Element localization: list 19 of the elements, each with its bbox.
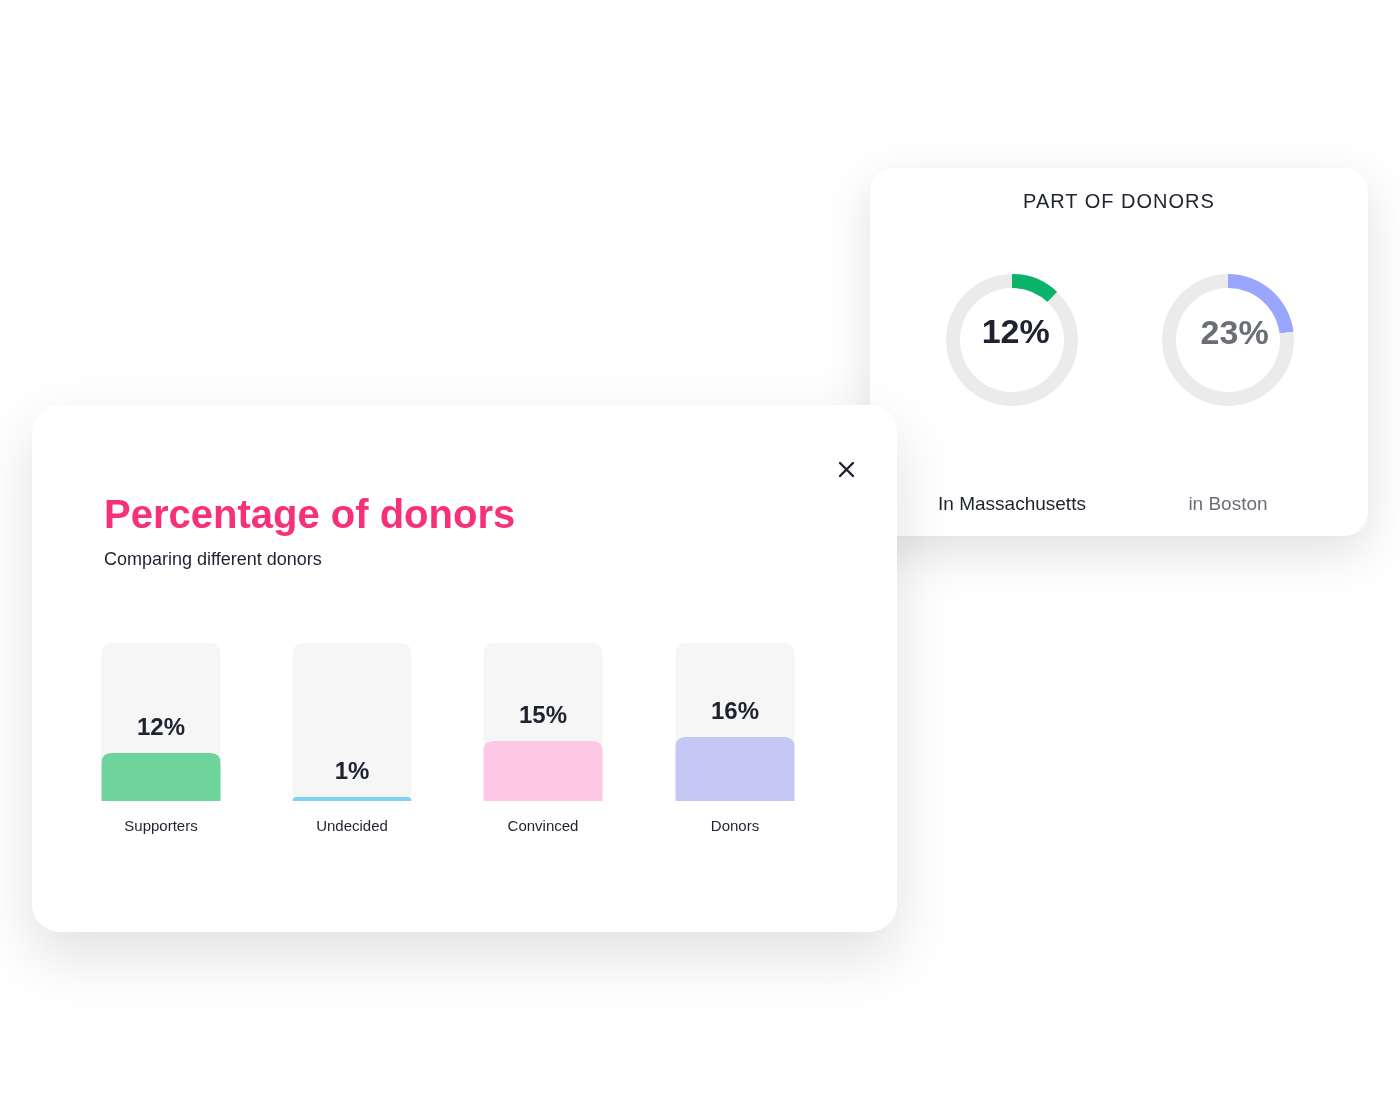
data-label: 15% bbox=[518, 701, 568, 728]
bar bbox=[292, 797, 412, 801]
text: PART OF DONORS bbox=[1023, 190, 1215, 212]
donut-slice bbox=[946, 274, 1078, 406]
data-label: 12% bbox=[981, 311, 1050, 350]
data-label: 1% bbox=[334, 757, 370, 784]
text: In Massachusetts bbox=[938, 493, 1086, 514]
data-label: 12% bbox=[136, 713, 186, 740]
x-tick-label: Supporters bbox=[124, 817, 198, 834]
text: in Boston bbox=[1188, 493, 1268, 514]
x-tick-label: Convinced bbox=[507, 817, 579, 834]
chart-title: Percentage of donors bbox=[104, 492, 516, 536]
x-tick-label: Donors bbox=[710, 817, 760, 834]
data-label: 23% bbox=[1200, 313, 1269, 352]
donut-slice bbox=[1012, 274, 1058, 303]
donut-slice bbox=[1162, 274, 1294, 406]
data-label: 16% bbox=[710, 697, 760, 724]
x-tick-label: Undecided bbox=[316, 817, 388, 834]
chart-subtitle: Comparing different donors bbox=[104, 549, 322, 569]
